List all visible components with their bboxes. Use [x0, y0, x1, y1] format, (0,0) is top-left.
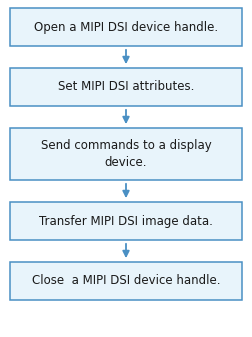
Text: Open a MIPI DSI device handle.: Open a MIPI DSI device handle. [34, 21, 218, 33]
FancyBboxPatch shape [10, 128, 242, 180]
FancyBboxPatch shape [10, 202, 242, 240]
Text: Set MIPI DSI attributes.: Set MIPI DSI attributes. [58, 81, 194, 93]
Text: Close  a MIPI DSI device handle.: Close a MIPI DSI device handle. [32, 275, 220, 287]
FancyBboxPatch shape [10, 8, 242, 46]
FancyBboxPatch shape [10, 262, 242, 300]
Text: Transfer MIPI DSI image data.: Transfer MIPI DSI image data. [39, 214, 213, 227]
FancyBboxPatch shape [10, 68, 242, 106]
Text: Send commands to a display
device.: Send commands to a display device. [41, 139, 211, 169]
